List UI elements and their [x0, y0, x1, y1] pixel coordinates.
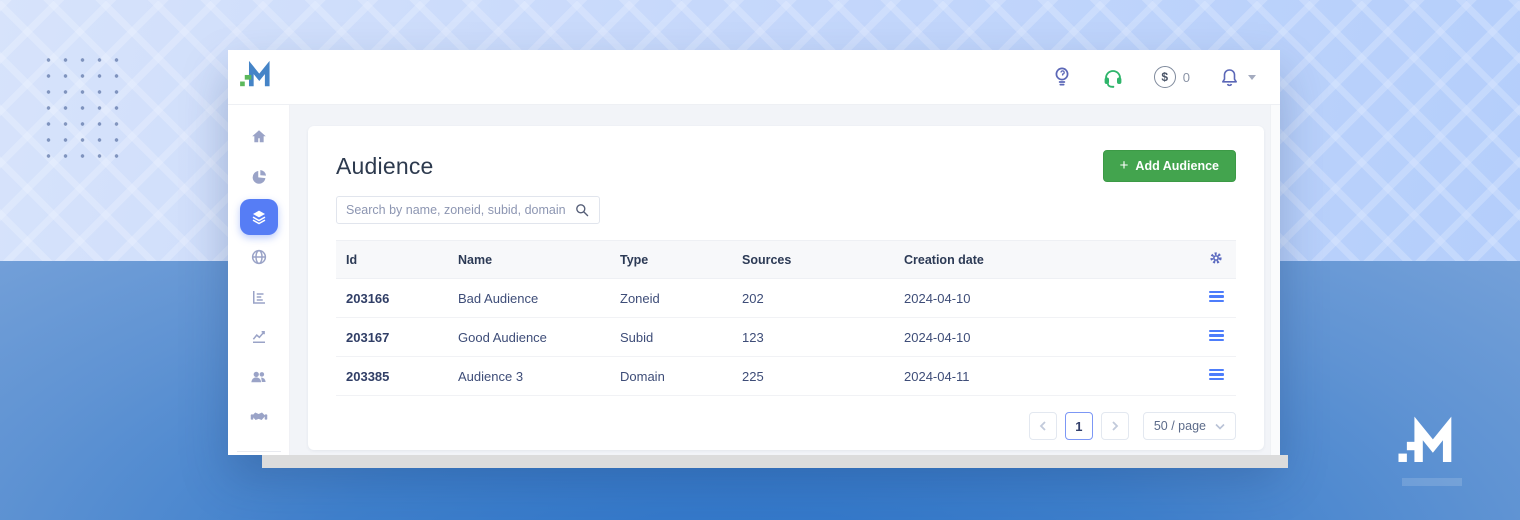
column-header-sources[interactable]: Sources	[732, 240, 894, 279]
window-body: Audience + Add Audience	[228, 105, 1280, 455]
brand-watermark	[1398, 415, 1462, 486]
column-header-id[interactable]: Id	[336, 240, 448, 279]
cell-creation-date: 2024-04-11	[894, 356, 1194, 396]
row-menu-icon	[1209, 367, 1224, 382]
bar-chart-icon	[252, 291, 265, 304]
sidebar-item-trends[interactable]	[240, 319, 278, 355]
cell-name: Audience 3	[448, 356, 610, 396]
cell-id: 203166	[336, 278, 448, 318]
row-actions-button[interactable]	[1194, 356, 1236, 396]
sidebar-divider	[236, 451, 281, 452]
row-actions-button[interactable]	[1194, 317, 1236, 357]
cell-creation-date: 2024-04-10	[894, 317, 1194, 357]
cell-sources: 202	[732, 278, 894, 318]
sidebar	[228, 105, 290, 455]
row-menu-icon	[1209, 289, 1224, 304]
row-actions-button[interactable]	[1194, 278, 1236, 318]
balance-value: 0	[1182, 69, 1190, 85]
sidebar-item-partners[interactable]	[240, 399, 278, 435]
horizontal-scrollbar[interactable]	[262, 455, 1288, 468]
audience-card: Audience + Add Audience	[308, 126, 1264, 450]
idea-button[interactable]	[1052, 66, 1072, 88]
home-icon	[251, 130, 266, 143]
chevron-right-icon	[1112, 421, 1119, 431]
sidebar-item-reports[interactable]	[240, 279, 278, 315]
chevron-left-icon	[1039, 421, 1046, 431]
table-settings-button[interactable]	[1194, 240, 1236, 279]
top-header: $ 0	[228, 50, 1280, 105]
cell-type: Domain	[610, 356, 732, 396]
balance-indicator[interactable]: $ 0	[1153, 66, 1190, 88]
header-actions: $ 0	[1052, 66, 1256, 88]
audience-table: Id Name Type Sources Creation date	[336, 240, 1236, 396]
layers-icon	[252, 210, 265, 225]
prev-page-button[interactable]	[1028, 412, 1057, 440]
chevron-down-icon	[1248, 74, 1256, 80]
cell-sources: 225	[732, 356, 894, 396]
m-logo-icon	[240, 60, 270, 87]
page-size-select[interactable]: 50 / page	[1142, 412, 1236, 440]
page-number-button[interactable]: 1	[1064, 412, 1093, 440]
pie-chart-icon	[252, 169, 266, 184]
search-box	[336, 196, 600, 224]
cell-name: Bad Audience	[448, 278, 610, 318]
row-menu-icon	[1209, 328, 1224, 343]
add-audience-button[interactable]: + Add Audience	[1102, 150, 1236, 182]
globe-icon	[251, 249, 266, 265]
lightbulb-icon	[1055, 67, 1069, 86]
table-row[interactable]: 203385 Audience 3 Domain 225 2024-04-11	[336, 356, 1236, 396]
gear-icon	[1210, 252, 1222, 264]
cell-sources: 123	[732, 317, 894, 357]
handshake-icon	[250, 412, 267, 420]
sidebar-item-users[interactable]	[240, 359, 278, 395]
plus-icon: +	[1119, 157, 1129, 174]
cell-type: Zoneid	[610, 278, 732, 318]
cell-name: Good Audience	[448, 317, 610, 357]
sidebar-item-home[interactable]	[240, 119, 278, 155]
add-audience-label: Add Audience	[1135, 159, 1219, 173]
pagination: 1 50 / page	[336, 412, 1236, 440]
support-button[interactable]	[1102, 67, 1124, 88]
cell-creation-date: 2024-04-10	[894, 278, 1194, 318]
table-header-row: Id Name Type Sources Creation date	[336, 240, 1236, 279]
notifications-button[interactable]	[1220, 67, 1256, 87]
search-input[interactable]	[346, 203, 574, 217]
page-size-value: 50 / page	[1153, 419, 1206, 433]
headset-icon	[1104, 69, 1122, 88]
sidebar-item-audience[interactable]	[239, 199, 278, 235]
column-header-type[interactable]: Type	[610, 240, 732, 279]
m-logo-watermark-icon	[1398, 416, 1452, 462]
cell-id: 203167	[336, 317, 448, 357]
app-window: $ 0	[228, 50, 1280, 455]
brand-logo[interactable]	[240, 60, 272, 94]
main-content: Audience + Add Audience	[290, 105, 1280, 455]
vertical-scrollbar[interactable]	[1270, 105, 1280, 455]
search-icon[interactable]	[574, 202, 590, 218]
next-page-button[interactable]	[1100, 412, 1129, 440]
chevron-down-icon	[1215, 423, 1225, 430]
page-title: Audience	[336, 152, 434, 179]
sidebar-item-sites[interactable]	[240, 239, 278, 275]
sidebar-item-statistics[interactable]	[240, 159, 278, 195]
table-row[interactable]: 203167 Good Audience Subid 123 2024-04-1…	[336, 317, 1236, 357]
dot-grid-pattern	[40, 52, 128, 164]
column-header-creation-date[interactable]: Creation date	[894, 240, 1194, 279]
users-icon	[251, 371, 266, 383]
watermark-wordmark	[1402, 478, 1462, 486]
column-header-name[interactable]: Name	[448, 240, 610, 279]
dollar-icon: $	[1153, 66, 1176, 88]
table-row[interactable]: 203166 Bad Audience Zoneid 202 2024-04-1…	[336, 278, 1236, 318]
bell-icon	[1222, 69, 1237, 87]
cell-type: Subid	[610, 317, 732, 357]
line-chart-icon	[252, 331, 265, 343]
cell-id: 203385	[336, 356, 448, 396]
